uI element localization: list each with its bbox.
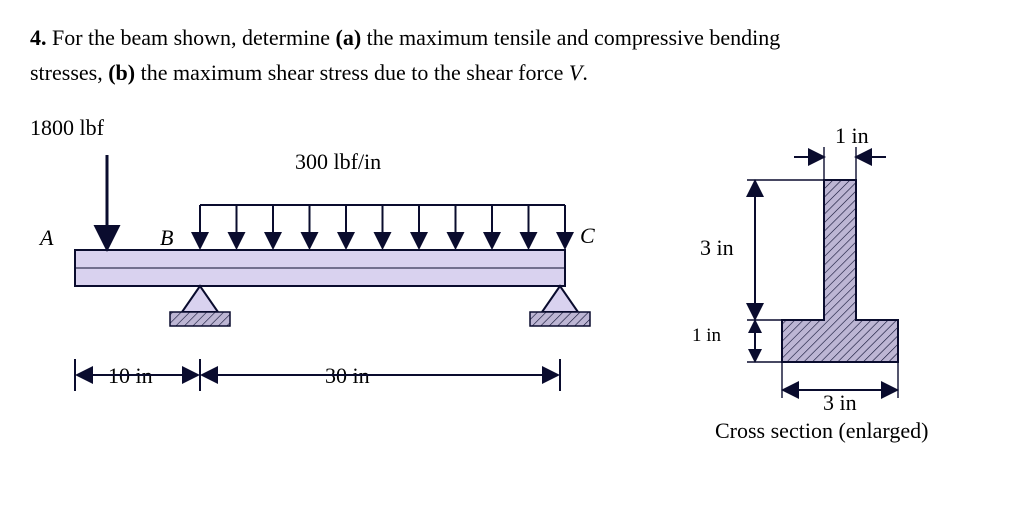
question-part2: the maximum tensile and compressive bend…	[361, 25, 780, 50]
question-part3: stresses,	[30, 60, 108, 85]
question-part4: the maximum shear stress due to the shea…	[135, 60, 569, 85]
shear-variable: V	[569, 60, 582, 85]
question-part1: For the beam shown, determine	[52, 25, 336, 50]
beam-diagram	[30, 115, 620, 415]
part-b-label: (b)	[108, 60, 135, 85]
cross-section-diagram	[660, 115, 980, 445]
question-part5: .	[582, 60, 588, 85]
figure-area: 1800 lbf 300 lbf/in A B C 10 in 30 in 1 …	[30, 115, 990, 485]
question-number: 4.	[30, 25, 47, 50]
question-text: 4. For the beam shown, determine (a) the…	[30, 20, 994, 90]
part-a-label: (a)	[336, 25, 362, 50]
